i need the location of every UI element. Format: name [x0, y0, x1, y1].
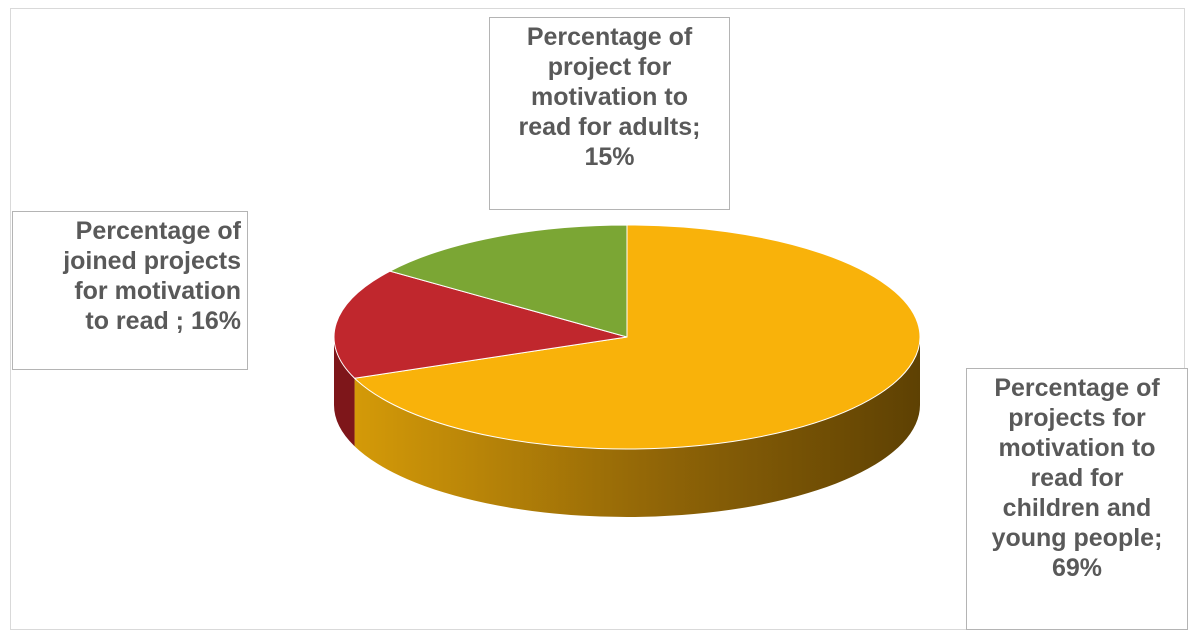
pie-slice-children	[354, 224, 921, 450]
pie-slices	[333, 224, 921, 450]
data-label-adults: Percentage of project for motivation to …	[489, 17, 730, 210]
pie-slice-adults	[389, 224, 628, 338]
data-label-line: 15%	[584, 143, 635, 171]
data-label-line: motivation to	[998, 434, 1156, 462]
data-label-line: project for	[547, 53, 672, 81]
data-label-line: young people;	[991, 524, 1163, 552]
data-label-line: Percentage of	[75, 217, 241, 245]
data-label-children: Percentage of projects for motivation to…	[966, 368, 1188, 630]
data-label-line: projects for	[1008, 404, 1146, 432]
data-label-line: motivation to	[531, 83, 688, 111]
data-label-line: children and	[1002, 494, 1152, 522]
data-label-joined: Percentage of joined projects for motiva…	[12, 211, 248, 370]
data-label-line: read for	[1030, 464, 1124, 492]
pie-depth	[334, 337, 921, 518]
pie-side-children	[354, 337, 921, 518]
chart-border	[10, 8, 1185, 630]
data-label-line: read for adults;	[518, 113, 701, 141]
pie-slice-joined	[333, 270, 628, 379]
pie-side-joined	[334, 337, 355, 447]
data-label-line: Percentage of	[994, 374, 1160, 402]
data-label-line: 69%	[1051, 554, 1103, 582]
data-label-line: Percentage of	[526, 23, 693, 51]
data-label-line: for motivation	[74, 277, 241, 305]
data-label-line: to read ; 16%	[85, 307, 241, 335]
data-label-line: joined projects	[63, 247, 241, 275]
